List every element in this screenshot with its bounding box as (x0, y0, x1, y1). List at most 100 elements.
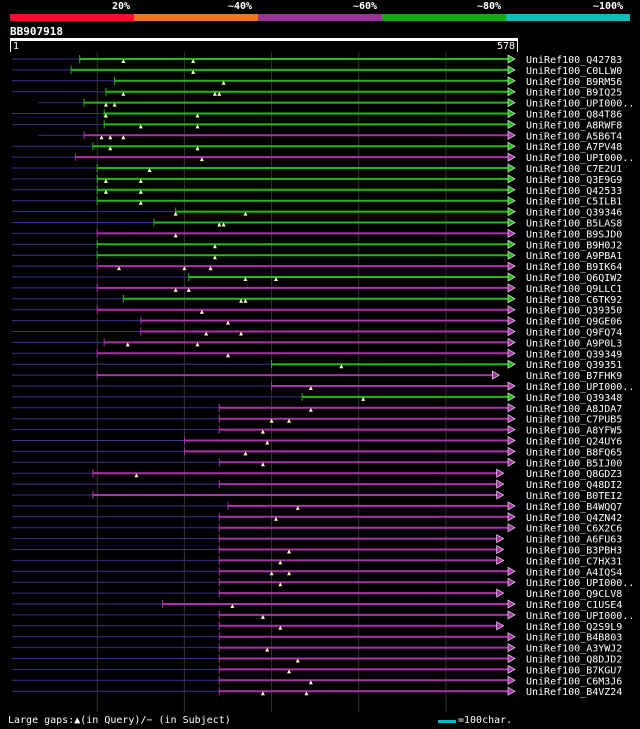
hit-row: UniRef100_B4B803 (12, 632, 622, 644)
hit-arrow (507, 261, 516, 271)
hit-label: UniRef100_Q24UY6 (526, 437, 622, 448)
gap-marker (308, 407, 313, 412)
hit-arrow (507, 239, 516, 249)
gap-marker (103, 102, 108, 107)
gap-marker (295, 505, 300, 510)
hit-arrow (507, 392, 516, 402)
hit-row: UniRef100_C7HX31 (12, 555, 622, 567)
legend-segment-60 (258, 14, 382, 21)
hit-label: UniRef100_B4B803 (526, 633, 622, 644)
gap-marker (208, 266, 213, 271)
gap-marker (138, 200, 143, 205)
hit-label: UniRef100_A8YFW5 (526, 426, 622, 437)
hit-label: UniRef100_Q9FQ74 (526, 328, 622, 339)
legend-label-20: 20% (112, 1, 131, 12)
hit-label: UniRef100_A7PV48 (526, 142, 622, 153)
gap-marker (243, 298, 248, 303)
gap-marker (225, 320, 230, 325)
gap-marker (217, 222, 222, 227)
gap-marker (138, 189, 143, 194)
hit-arrow (507, 283, 516, 293)
hit-row: UniRef100_Q8DJD2 (12, 653, 622, 666)
gap-marker (265, 647, 270, 652)
hit-arrow (507, 577, 516, 587)
hit-row: UniRef100_Q2S9L9 (12, 621, 622, 633)
query-id: BB907918 (10, 25, 63, 38)
hit-label: UniRef100_B9IQ25 (526, 88, 622, 99)
gap-marker (287, 571, 292, 576)
hit-label: UniRef100_A8RWF8 (526, 120, 622, 131)
scale-swatch (438, 720, 456, 723)
legend-segment-20 (10, 14, 134, 21)
hit-arrow (507, 119, 516, 129)
hit-arrow (507, 130, 516, 140)
gap-marker (173, 211, 178, 216)
legend-label-80: ~80% (477, 1, 502, 12)
hit-label: UniRef100_Q39346 (526, 208, 622, 219)
hit-arrow (496, 544, 505, 555)
gap-marker (182, 266, 187, 271)
hit-label: UniRef100_B9SJD0 (526, 229, 622, 240)
gap-marker (239, 331, 244, 336)
hit-label: UniRef100_C6X2C6 (526, 524, 622, 535)
hit-arrow (507, 686, 516, 696)
hit-arrow (507, 316, 516, 326)
hit-label: UniRef100_A4IQS4 (526, 567, 622, 578)
hit-row: UniRef100_Q48DI2 (12, 479, 622, 491)
hit-row: UniRef100_C7E2U1 (12, 163, 622, 175)
scale-end-tick (517, 41, 518, 52)
hit-row: UniRef100_B5IJ00 (12, 457, 622, 469)
gap-marker (125, 342, 130, 347)
hit-label: UniRef100_UPI000.. (526, 611, 634, 622)
hit-label: UniRef100_B7KGU7 (526, 665, 622, 676)
gap-marker (191, 69, 196, 74)
hit-label: UniRef100_C7E2U1 (526, 164, 622, 175)
hit-label: UniRef100_B9RM56 (526, 77, 622, 88)
hit-arrow (507, 348, 516, 358)
hit-label: UniRef100_Q39349 (526, 349, 622, 360)
hit-label: UniRef100_B8FQ65 (526, 447, 622, 458)
hit-arrow (507, 326, 516, 337)
legend-label-40: ~40% (228, 1, 253, 12)
gap-marker (212, 244, 217, 249)
gap-marker (138, 124, 143, 129)
hit-row: UniRef100_A8JDA7 (12, 403, 622, 415)
hit-label: UniRef100_C7HX31 (526, 556, 622, 567)
hit-arrow (507, 76, 516, 86)
gap-marker (239, 298, 244, 303)
hit-row: UniRef100_Q39348 (12, 392, 622, 404)
gap-marker (273, 516, 278, 521)
gap-marker (265, 440, 270, 445)
hit-row: UniRef100_Q42783 (12, 54, 622, 66)
hit-row: UniRef100_B5LAS8 (12, 217, 622, 230)
gap-marker (134, 473, 139, 478)
hit-row: UniRef100_B4WQQ7 (12, 501, 622, 513)
hit-row: UniRef100_UPI000.. (12, 152, 634, 164)
hit-label: UniRef100_A3YWJ2 (526, 644, 622, 655)
gap-marker (121, 59, 126, 63)
hit-row: UniRef100_Q39349 (12, 348, 622, 360)
hit-label: UniRef100_B5LAS8 (526, 219, 622, 230)
hit-arrow (507, 501, 516, 511)
legend-segment-40 (134, 14, 258, 21)
gap-marker (195, 124, 200, 129)
hit-arrow (507, 435, 516, 446)
hit-label: UniRef100_Q39350 (526, 306, 622, 317)
gap-marker (278, 560, 283, 565)
gap-marker (103, 178, 108, 183)
hit-label: UniRef100_Q9GE06 (526, 317, 622, 328)
hit-label: UniRef100_Q48DI2 (526, 480, 622, 491)
hit-arrow (507, 610, 516, 620)
gap-marker (103, 189, 108, 194)
gap-marker (278, 582, 283, 587)
hit-row: UniRef100_A5B6T4 (38, 130, 622, 142)
hit-row: UniRef100_B9RM56 (12, 76, 622, 88)
hit-row: UniRef100_Q84T86 (12, 108, 622, 121)
hit-row: UniRef100_B3PBH3 (12, 544, 622, 557)
gap-marker (204, 331, 209, 336)
hit-label: UniRef100_Q9LLC1 (526, 284, 622, 295)
gap-marker (308, 680, 313, 685)
hit-arrow (507, 228, 516, 238)
hit-row: UniRef100_Q6QIW2 (12, 272, 622, 284)
